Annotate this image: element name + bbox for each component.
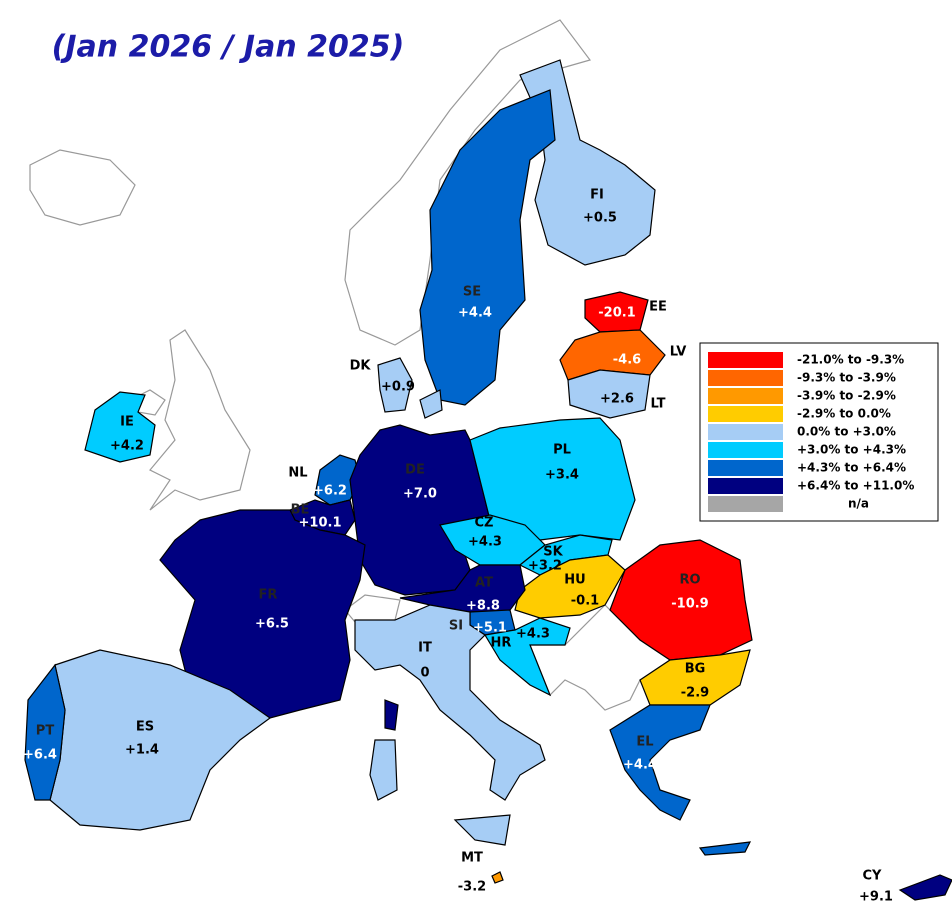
country-value: +1.4: [125, 743, 159, 758]
country-code: IT: [418, 641, 432, 656]
country-code: FI: [590, 188, 604, 203]
country-code: BE: [291, 503, 310, 518]
country-value: +9.1: [859, 890, 893, 905]
country-shape: [519, 59, 656, 266]
country-shape: [567, 369, 651, 419]
country-value: +6.5: [255, 617, 289, 632]
legend-label: -2.9% to 0.0%: [797, 407, 891, 421]
country-code: MT: [461, 851, 483, 866]
country-code: DE: [405, 463, 425, 478]
country-shape: [24, 663, 66, 801]
country-value: +4.2: [110, 439, 144, 454]
legend-swatch: [708, 388, 783, 404]
country-shape: [349, 424, 491, 596]
country-code: EL: [636, 735, 653, 750]
legend-label: -9.3% to -3.9%: [797, 371, 896, 385]
country-value: -0.1: [571, 594, 599, 609]
legend-label: +3.0% to +4.3%: [797, 443, 906, 457]
country-code: CY: [863, 869, 883, 884]
country-shape: [898, 874, 952, 901]
country-shape: [514, 554, 626, 619]
country-value: +2.6: [600, 392, 634, 407]
map-title: (Jan 2026 / Jan 2025): [52, 30, 405, 65]
country-code: LT: [651, 397, 666, 412]
legend-label: 0.0% to +3.0%: [797, 425, 896, 439]
country-value: +8.8: [466, 599, 500, 614]
country-shape: [159, 509, 366, 719]
country-code: AT: [475, 576, 493, 591]
legend-label: -21.0% to -9.3%: [797, 353, 904, 367]
country-shape: [419, 89, 556, 406]
country-code: PL: [553, 443, 571, 458]
country-code: ES: [136, 720, 154, 735]
country-shape: [354, 604, 546, 801]
country-shape: [609, 704, 711, 821]
country-shape: [377, 357, 413, 413]
legend-swatch: [708, 352, 783, 368]
country-code: SE: [463, 285, 481, 300]
country-value: +6.4: [23, 748, 57, 763]
country-code: RO: [679, 573, 700, 588]
country-value: -10.9: [671, 597, 708, 612]
country-shape: [369, 739, 398, 801]
country-code: NL: [288, 466, 307, 481]
country-code: BG: [685, 662, 706, 677]
country-code: SK: [543, 545, 563, 560]
country-shape: [698, 841, 752, 856]
legend-swatch: [708, 496, 783, 512]
countries: FI +0.5 SE +4.4 EE -20.1 LV -4.6 LT +2.6 DK +0.9 IE +…: [23, 59, 952, 905]
country-shape: [453, 814, 511, 846]
country-value: +4.4: [623, 758, 657, 773]
country-code: HR: [491, 636, 512, 651]
legend-swatch: [708, 478, 783, 494]
legend-label: +4.3% to +6.4%: [797, 461, 906, 475]
legend-swatch: [708, 406, 783, 422]
legend-label: +6.4% to +11.0%: [797, 479, 914, 493]
country-value: +0.9: [381, 380, 415, 395]
country-value: +4.3: [468, 535, 502, 550]
country-code: EE: [649, 300, 667, 315]
country-shape: [484, 617, 571, 697]
great-britain: [149, 329, 251, 511]
country-code: HU: [564, 573, 585, 588]
country-shape: [419, 389, 443, 419]
country-code: DK: [350, 359, 372, 374]
legend: -21.0% to -9.3% -9.3% to -3.9% -3.9% to -2…: [699, 342, 939, 522]
legend-label: -3.9% to -2.9%: [797, 389, 896, 403]
country-shape: [491, 871, 504, 884]
country-shape: [384, 699, 399, 731]
country-value: +10.1: [299, 516, 342, 531]
country-value: +3.2: [528, 559, 562, 574]
legend-swatch: [708, 424, 783, 440]
country-code: PT: [36, 724, 55, 739]
country-value: +3.4: [545, 468, 579, 483]
country-code: CZ: [475, 516, 494, 531]
legend-swatch: [708, 370, 783, 386]
country-value: +0.5: [583, 211, 617, 226]
country-code: SI: [449, 619, 463, 634]
country-value: -20.1: [598, 306, 635, 321]
country-value: -3.2: [458, 880, 486, 895]
country-value: -2.9: [681, 686, 709, 701]
country-value: +7.0: [403, 487, 437, 502]
legend-swatch: [708, 442, 783, 458]
legend-swatch: [708, 460, 783, 476]
country-code: IE: [120, 415, 134, 430]
iceland: [29, 149, 136, 226]
country-value: +5.1: [473, 621, 507, 636]
country-shape: [84, 391, 156, 463]
country-shape: [469, 417, 636, 541]
country-code: FR: [259, 588, 278, 603]
country-value: -4.6: [613, 353, 641, 368]
country-shape: [609, 539, 753, 661]
legend-rows: -21.0% to -9.3% -9.3% to -3.9% -3.9% to -2…: [708, 352, 914, 512]
country-value: +4.4: [458, 306, 492, 321]
country-value: +6.2: [313, 484, 347, 499]
country-value: 0: [420, 666, 429, 681]
country-code: LV: [670, 345, 687, 360]
country-value: +4.3: [516, 627, 550, 642]
legend-label: n/a: [848, 497, 869, 511]
